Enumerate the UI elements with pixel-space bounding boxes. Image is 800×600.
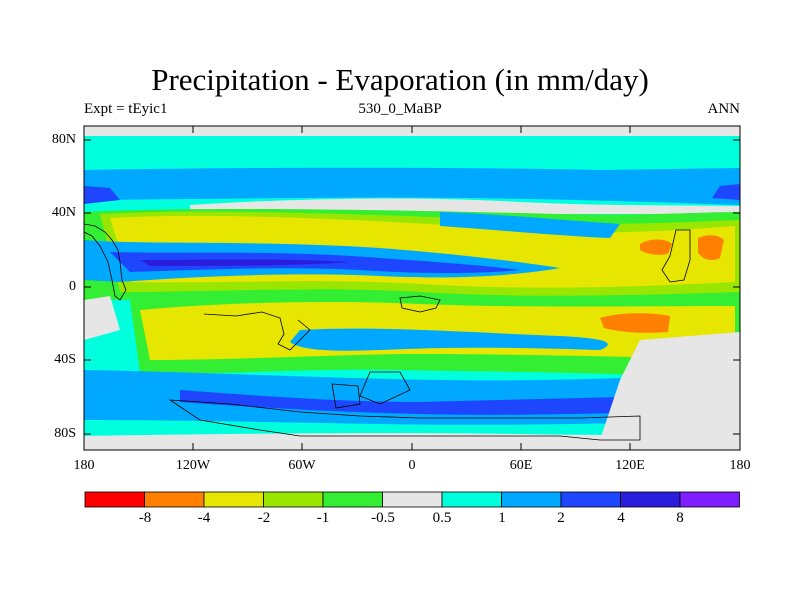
coastline-east-block	[661, 229, 691, 283]
coastline-block-s2	[331, 383, 361, 409]
lon-label-180e: 180	[729, 458, 751, 473]
lat-ticks	[84, 139, 740, 435]
field-eq-darkblue	[140, 259, 350, 266]
lat-label-40s: 40S	[54, 352, 76, 367]
field-north-blue-w	[84, 186, 120, 204]
season-label: ANN	[707, 101, 741, 117]
field-antarctic	[84, 432, 740, 450]
field-ntrop-blue	[440, 212, 620, 238]
field-southern-blue	[180, 390, 660, 415]
colorbar-swatch	[441, 491, 502, 508]
colorbar-label: 2	[557, 510, 565, 526]
lon-label-180w: 180	[73, 458, 95, 473]
field-orange-n1	[640, 239, 672, 255]
colorbar-label: -0.5	[371, 510, 395, 526]
field-orange-s	[600, 313, 670, 333]
field-north-blue-e	[712, 184, 740, 200]
lon-label-60w: 60W	[288, 458, 316, 473]
period-label: 530_0_MaBP	[358, 101, 442, 117]
colorbar-swatch	[84, 491, 145, 508]
coastlines	[84, 223, 691, 441]
colorbar-swatch	[263, 491, 324, 508]
field-south-lightblue	[290, 328, 608, 351]
lat-label-80n: 80N	[51, 132, 76, 147]
colorbar-swatch	[382, 491, 443, 508]
coastline-block-s1	[359, 371, 411, 405]
colorbar-label: 4	[617, 510, 625, 526]
colorbar	[84, 491, 740, 508]
lon-label-120w: 120W	[175, 458, 211, 473]
experiment-label: Expt = tEyic1	[84, 101, 168, 117]
colorbar-label: -4	[197, 510, 211, 526]
colorbar-label: 8	[676, 510, 684, 526]
colorbar-swatch	[144, 491, 205, 508]
coastline-africa-north	[399, 295, 441, 313]
colorbar-swatch	[322, 491, 383, 508]
lon-label-60e: 60E	[509, 458, 533, 473]
coastline-southern	[168, 399, 641, 441]
field-layer	[84, 126, 740, 450]
field-north-band	[84, 167, 740, 205]
colorbar-label: -2	[257, 510, 271, 526]
lat-label-80s: 80S	[54, 426, 76, 441]
colorbar-swatch	[679, 491, 740, 508]
colorbar-swatch	[620, 491, 681, 508]
lon-label-0: 0	[408, 458, 416, 473]
field-orange-n2	[698, 235, 724, 260]
colorbar-label: -8	[138, 510, 152, 526]
colorbar-swatch	[203, 491, 264, 508]
colorbar-label: 0.5	[432, 510, 452, 526]
map-title: Precipitation - Evaporation (in mm/day)	[151, 62, 649, 97]
colorbar-swatch	[501, 491, 562, 508]
coastline-south-america	[203, 311, 311, 351]
colorbar-label: -1	[316, 510, 330, 526]
lat-label-eq: 0	[69, 279, 76, 294]
coastline-west	[84, 223, 127, 301]
field-grey-w	[84, 296, 120, 340]
colorbar-swatch	[560, 491, 621, 508]
lon-label-120e: 120E	[615, 458, 645, 473]
field-grey-aus	[600, 332, 740, 440]
lon-ticks	[83, 126, 741, 450]
colorbar-label: 1	[498, 510, 506, 526]
lat-label-40n: 40N	[51, 205, 76, 220]
